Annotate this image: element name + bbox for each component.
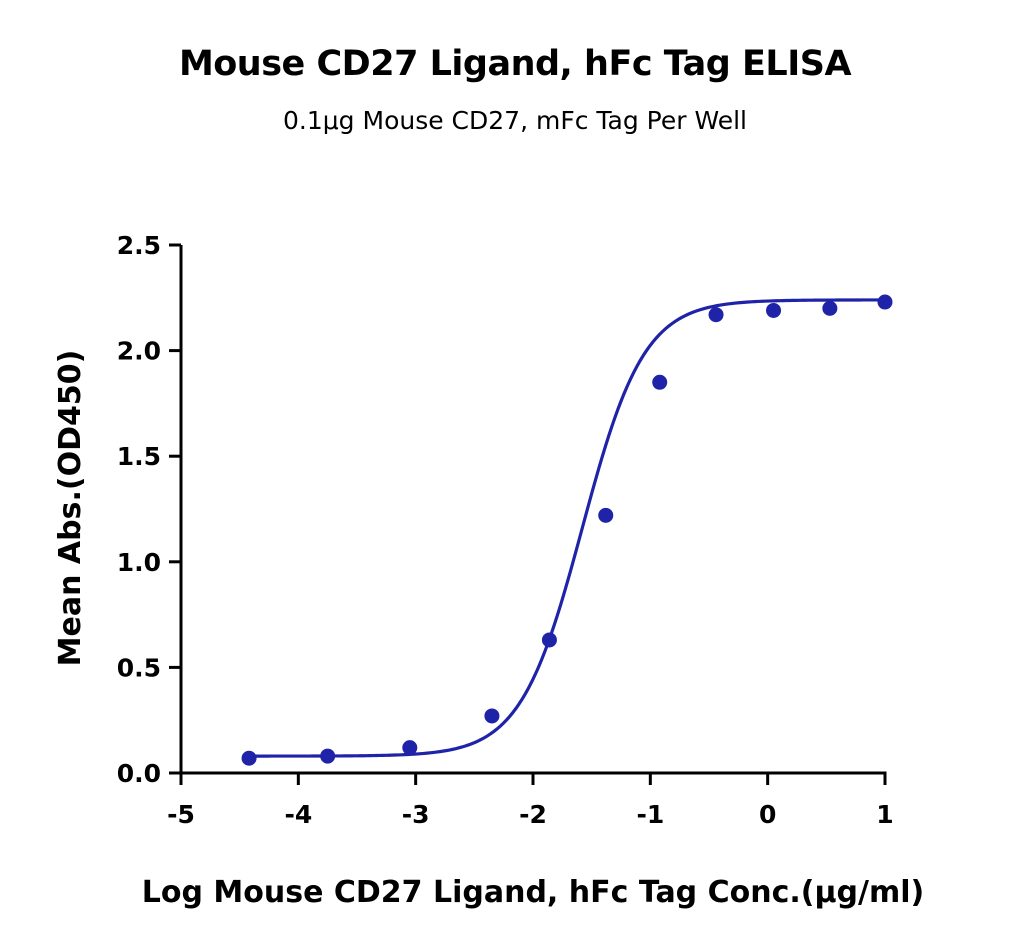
data-point bbox=[402, 740, 418, 756]
chart-title: Mouse CD27 Ligand, hFc Tag ELISA bbox=[178, 44, 852, 84]
data-point bbox=[541, 632, 557, 648]
data-point bbox=[484, 708, 500, 724]
y-axis-label: Mean Abs.(OD450) bbox=[53, 350, 88, 667]
fit-curve-layer bbox=[249, 298, 885, 758]
data-point bbox=[320, 748, 336, 764]
data-points bbox=[241, 294, 893, 766]
axes: -5 -4 -3 -2 -1 0 1 0.0 0.5 1.0 1.5 2.0 2.5 bbox=[117, 231, 894, 829]
chart-subtitle: 0.1μg Mouse CD27, mFc Tag Per Well bbox=[283, 106, 747, 135]
data-point bbox=[822, 300, 838, 316]
x-tick-label: -5 bbox=[167, 800, 195, 829]
y-tick-label: 1.0 bbox=[117, 548, 161, 577]
y-tick-label: 2.0 bbox=[117, 337, 161, 366]
x-tick-label: 1 bbox=[876, 800, 893, 829]
x-tick-label: -4 bbox=[284, 800, 312, 829]
y-tick-label: 0.5 bbox=[117, 653, 161, 682]
x-tick-label: 0 bbox=[759, 800, 776, 829]
fit-curve bbox=[249, 298, 885, 758]
data-point bbox=[708, 307, 724, 323]
x-tick-label: -3 bbox=[402, 800, 430, 829]
data-point bbox=[598, 507, 614, 523]
data-point bbox=[877, 294, 893, 310]
y-tick-label: 1.5 bbox=[117, 442, 161, 471]
x-axis-label: Log Mouse CD27 Ligand, hFc Tag Conc.(μg/… bbox=[142, 875, 925, 910]
y-tick-label: 0.0 bbox=[117, 759, 161, 788]
y-tick-label: 2.5 bbox=[117, 231, 161, 260]
x-tick-label: -2 bbox=[519, 800, 547, 829]
data-point bbox=[241, 750, 257, 766]
data-point bbox=[766, 302, 782, 318]
data-point bbox=[652, 374, 668, 390]
x-tick-label: -1 bbox=[636, 800, 664, 829]
